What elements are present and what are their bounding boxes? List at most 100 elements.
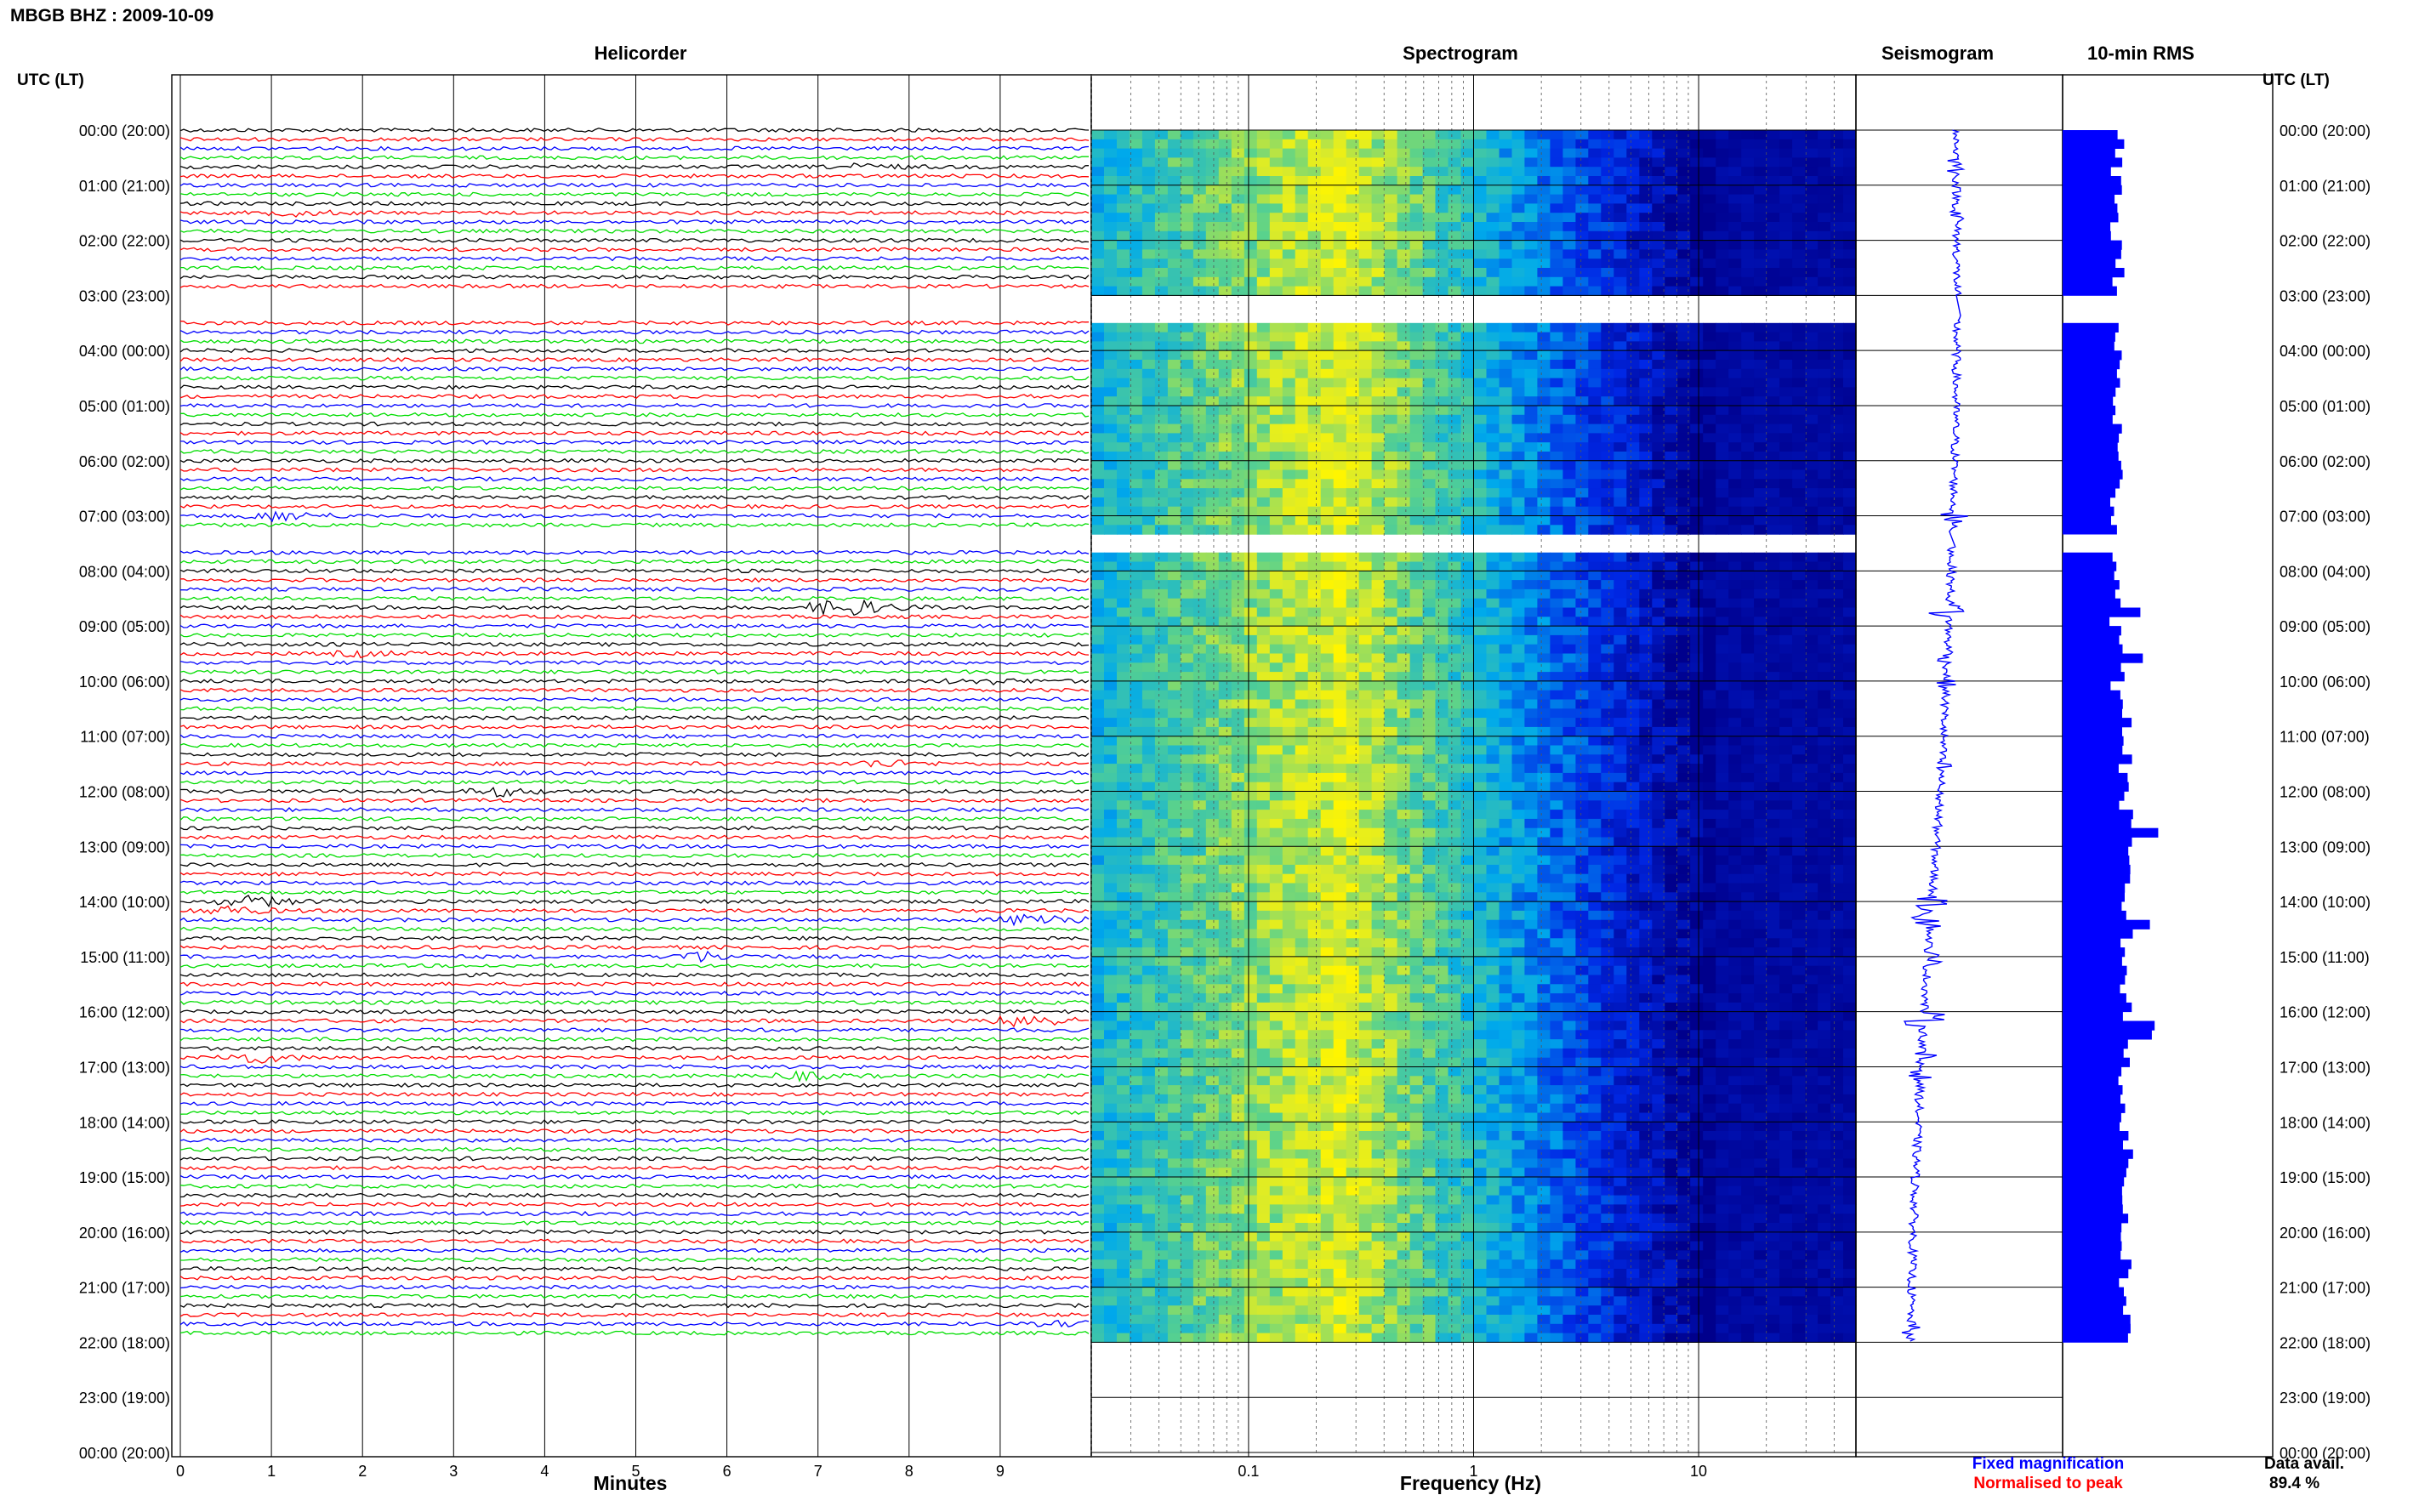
spectrogram-cell: [1716, 506, 1729, 517]
spectrogram-cell: [1575, 525, 1589, 535]
spectrogram-cell: [1460, 598, 1475, 609]
spectrogram-cell: [1690, 883, 1704, 893]
spectrogram-cell: [1130, 396, 1143, 406]
spectrogram-cell: [1562, 240, 1576, 250]
spectrogram-cell: [1830, 433, 1844, 443]
spectrogram-cell: [1575, 139, 1589, 150]
spectrogram-cell: [1397, 910, 1411, 921]
spectrogram-cell: [1792, 754, 1806, 765]
spectrogram-cell: [1626, 222, 1640, 232]
spectrogram-cell: [1409, 148, 1424, 158]
spectrogram-cell: [1091, 726, 1105, 737]
spectrogram-cell: [1728, 249, 1742, 259]
spectrogram-cell: [1256, 588, 1271, 600]
spectrogram-cell: [1550, 203, 1563, 213]
spectrogram-cell: [1307, 387, 1322, 397]
spectrogram-cell: [1205, 368, 1220, 379]
spectrogram-cell: [1397, 883, 1411, 893]
spectrogram-cell: [1588, 607, 1602, 617]
spectrogram-cell: [1716, 423, 1729, 434]
spectrogram-cell: [1435, 268, 1449, 278]
spectrogram-cell: [1218, 460, 1232, 471]
spectrogram-cell: [1384, 249, 1398, 259]
spectrogram-cell: [1626, 552, 1640, 563]
spectrogram-cell: [1435, 130, 1449, 140]
spectrogram-cell: [1448, 634, 1462, 645]
spectrogram-cell: [1141, 827, 1156, 838]
spectrogram-cell: [1499, 157, 1513, 168]
spectrogram-cell: [1435, 883, 1449, 893]
spectrogram-cell: [1460, 213, 1475, 223]
spectrogram-cell: [1626, 148, 1640, 158]
spectrogram-cell: [1320, 846, 1335, 856]
spectrogram-cell: [1346, 506, 1360, 517]
spectrogram-cell: [1205, 726, 1220, 737]
spectrogram-cell: [1473, 662, 1488, 673]
spectrogram-cell: [1524, 222, 1538, 232]
spectrogram-cell: [1295, 873, 1309, 884]
spectrogram-cell: [1575, 148, 1589, 158]
spectrogram-cell: [1117, 837, 1130, 847]
spectrogram-cell: [1601, 672, 1614, 682]
helicorder-trace: [179, 894, 1090, 908]
spectrogram-cell: [1244, 662, 1258, 673]
helicorder-trace: [179, 650, 1090, 659]
spectrogram-cell: [1562, 607, 1576, 617]
spectrogram-cell: [1231, 764, 1245, 774]
spectrogram-cell: [1422, 387, 1437, 397]
spectrogram-cell: [1792, 552, 1806, 563]
spectrogram-cell: [1665, 368, 1678, 379]
spectrogram-cell: [1690, 782, 1704, 793]
spectrogram-cell: [1346, 561, 1360, 571]
spectrogram-cell: [1754, 167, 1767, 177]
spectrogram-cell: [1601, 506, 1614, 517]
spectrogram-cell: [1677, 259, 1691, 269]
spectrogram-cell: [1371, 148, 1386, 158]
spectrogram-cell: [1141, 626, 1156, 636]
spectrogram-cell: [1805, 791, 1819, 801]
spectrogram-cell: [1167, 617, 1181, 627]
spectrogram-cell: [1397, 855, 1411, 866]
spectrogram-cell: [1575, 764, 1589, 774]
spectrogram-cell: [1677, 699, 1691, 709]
spectrogram-cell: [1677, 800, 1691, 810]
spectrogram-cell: [1384, 617, 1398, 627]
spectrogram-cell: [1192, 873, 1207, 884]
spectrogram-cell: [1460, 396, 1475, 406]
spectrogram-cell: [1231, 460, 1245, 471]
spectrogram-cell: [1091, 276, 1105, 287]
spectrogram-cell: [1244, 368, 1258, 379]
spectrogram-cell: [1460, 286, 1475, 296]
spectrogram-cell: [1167, 378, 1181, 388]
spectrogram-cell: [1716, 469, 1729, 480]
spectrogram-cell: [1652, 827, 1665, 838]
spectrogram-cell: [1192, 588, 1207, 600]
spectrogram-cell: [1665, 598, 1678, 609]
spectrogram-cell: [1575, 387, 1589, 397]
spectrogram-cell: [1639, 607, 1653, 617]
spectrogram-cell: [1754, 561, 1767, 571]
spectrogram-cell: [1779, 322, 1793, 333]
spectrogram-cell: [1499, 423, 1513, 434]
spectrogram-cell: [1358, 690, 1373, 701]
spectrogram-cell: [1703, 855, 1716, 866]
spectrogram-cell: [1486, 810, 1500, 820]
spectrogram-cell: [1805, 406, 1819, 416]
spectrogram-cell: [1652, 690, 1665, 701]
spectrogram-cell: [1346, 672, 1360, 682]
spectrogram-cell: [1537, 157, 1551, 168]
spectrogram-cell: [1091, 837, 1105, 847]
spectrogram-cell: [1652, 653, 1665, 663]
spectrogram-cell: [1601, 662, 1614, 673]
spectrogram-cell: [1716, 626, 1729, 636]
spectrogram-cell: [1601, 378, 1614, 388]
spectrogram-cell: [1282, 718, 1296, 728]
spectrogram-cell: [1524, 561, 1538, 571]
spectrogram-cell: [1295, 525, 1309, 535]
spectrogram-cell: [1805, 588, 1819, 600]
spectrogram-cell: [1779, 580, 1793, 590]
spectrogram-cell: [1244, 488, 1258, 498]
spectrogram-cell: [1130, 203, 1143, 213]
spectrogram-cell: [1537, 414, 1551, 425]
spectrogram-cell: [1588, 488, 1602, 498]
